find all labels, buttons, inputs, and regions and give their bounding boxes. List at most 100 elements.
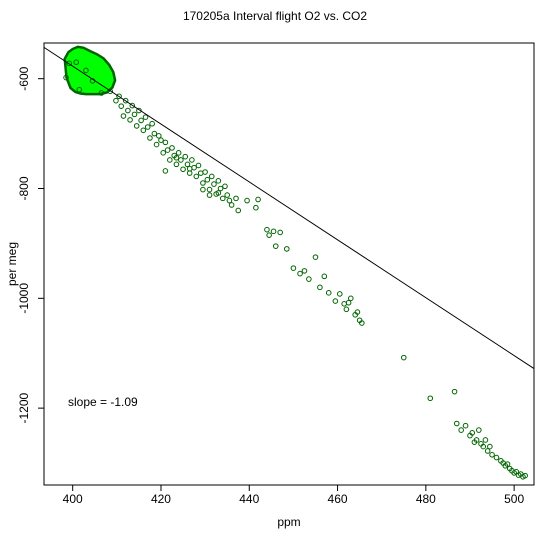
data-point — [270, 228, 277, 235]
data-point — [189, 157, 195, 163]
x-axis-label: ppm — [277, 515, 300, 529]
data-point — [264, 226, 270, 233]
slope-annotation: slope = -1.09 — [68, 395, 138, 409]
data-point — [63, 74, 69, 81]
data-point — [451, 388, 458, 395]
data-point — [162, 139, 169, 146]
x-tick-label: 400 — [63, 492, 83, 506]
data-point — [167, 157, 173, 163]
data-point — [493, 454, 500, 461]
x-tick-label: 420 — [151, 492, 171, 506]
data-point — [473, 437, 480, 443]
data-point — [224, 192, 230, 198]
data-point — [118, 103, 125, 109]
y-tick-label: -600 — [17, 66, 31, 90]
y-tick-label: -1200 — [17, 392, 31, 423]
data-point — [73, 59, 80, 66]
data-point — [107, 88, 114, 95]
data-point — [290, 265, 297, 271]
data-point — [348, 295, 354, 302]
data-point — [306, 276, 312, 282]
data-point — [458, 427, 464, 433]
data-point — [175, 150, 182, 156]
data-point — [127, 117, 133, 123]
data-point — [116, 93, 122, 100]
data-point — [193, 173, 200, 180]
y-axis-ticks: -600 -800 -1000 -1200 — [17, 66, 44, 423]
data-point — [487, 443, 493, 450]
plot-frame — [43, 42, 535, 486]
data-point — [131, 111, 138, 118]
data-point — [204, 176, 211, 183]
data-point — [297, 270, 303, 277]
data-point — [253, 204, 259, 211]
data-point — [480, 443, 487, 450]
dense-point-cluster — [63, 45, 117, 96]
data-point — [504, 461, 511, 467]
data-point — [83, 67, 89, 74]
data-point — [125, 107, 131, 114]
data-point — [219, 195, 226, 202]
data-point — [120, 113, 127, 119]
data-point — [345, 299, 352, 306]
data-point — [228, 202, 235, 208]
data-point — [195, 162, 202, 169]
data-point — [160, 150, 166, 156]
data-point — [173, 161, 180, 168]
data-point — [283, 246, 290, 252]
data-point — [133, 123, 140, 129]
data-point — [113, 97, 119, 104]
data-point — [317, 284, 323, 291]
data-point — [215, 190, 222, 196]
data-point — [149, 120, 155, 127]
data-point — [200, 180, 206, 186]
data-point — [208, 173, 215, 180]
data-point — [235, 207, 242, 214]
data-point — [98, 90, 105, 96]
data-point — [341, 301, 347, 307]
data-point — [255, 196, 261, 203]
x-tick-label: 480 — [416, 492, 436, 506]
data-point — [164, 147, 171, 153]
data-point — [400, 354, 407, 361]
fit-line-layer — [43, 46, 535, 370]
data-point — [151, 130, 158, 137]
data-point — [343, 306, 350, 313]
data-point — [453, 420, 460, 427]
data-point — [197, 170, 204, 176]
data-point — [122, 97, 129, 104]
data-point — [233, 195, 239, 202]
data-point — [155, 132, 162, 139]
data-point — [191, 164, 197, 171]
data-point — [462, 422, 469, 429]
data-point — [427, 395, 434, 402]
data-point — [76, 86, 83, 93]
data-point — [200, 186, 206, 193]
data-point — [312, 254, 319, 260]
data-point — [180, 166, 186, 173]
data-point — [66, 60, 72, 67]
data-point — [162, 168, 169, 174]
y-axis-label: per meg — [5, 242, 19, 286]
data-point — [226, 197, 233, 204]
data-point — [332, 298, 339, 304]
data-point — [266, 232, 272, 238]
x-axis-ticks: 400 420 440 460 480 500 — [63, 485, 524, 506]
data-point — [222, 183, 228, 190]
data-point — [206, 192, 213, 198]
dense-cluster-layer — [63, 45, 117, 96]
data-point — [147, 135, 153, 141]
data-point — [138, 117, 144, 124]
data-point — [469, 430, 475, 436]
data-point — [211, 181, 217, 187]
data-point — [522, 472, 528, 479]
data-points — [63, 59, 528, 480]
data-point — [489, 452, 495, 458]
data-point — [184, 161, 191, 168]
x-tick-label: 460 — [328, 492, 348, 506]
data-point — [182, 153, 189, 160]
data-point — [158, 137, 164, 143]
data-point — [217, 185, 224, 192]
data-point — [186, 165, 193, 172]
